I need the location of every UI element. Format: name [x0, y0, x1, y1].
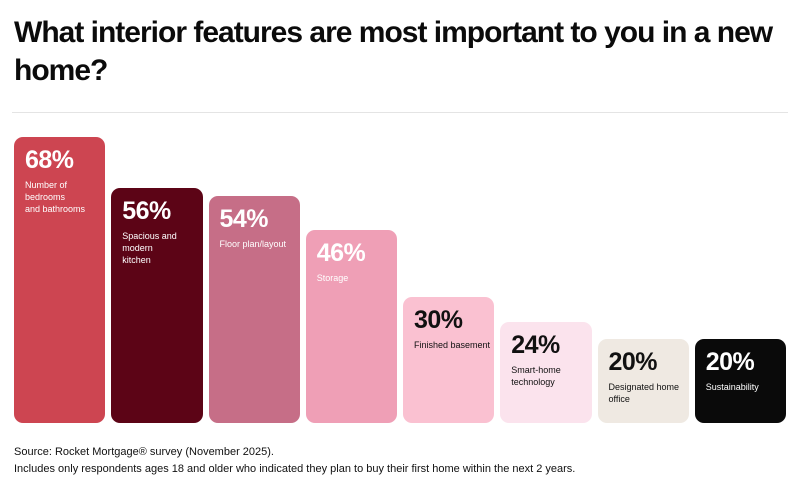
bar: 56% Spacious and modern kitchen	[111, 188, 203, 423]
bar-value: 46%	[316, 239, 366, 267]
bar-value: 30%	[414, 306, 463, 334]
bar-value: 56%	[122, 197, 171, 225]
bar-label: Spacious and modern kitchen	[122, 231, 177, 266]
source-line-1: Source: Rocket Mortgage® survey (Novembe…	[14, 446, 274, 458]
bar: 20% Sustainability	[694, 339, 786, 423]
bar-label: Smart-home technology	[511, 365, 561, 388]
bar-value: 20%	[705, 348, 755, 376]
source-note: Source: Rocket Mortgage® survey (Novembe…	[14, 444, 786, 477]
divider	[12, 112, 788, 113]
header: What interior features are most importan…	[0, 0, 800, 90]
bar-label: Floor plan/layout	[219, 239, 287, 249]
bar: 68% Number of bedrooms and bathrooms	[14, 137, 106, 423]
bar-value: 20%	[608, 348, 658, 376]
bar-label: Sustainability	[705, 382, 759, 392]
bar-value: 24%	[511, 331, 560, 359]
bar-value: 68%	[25, 146, 74, 174]
source-line-2: Includes only respondents ages 18 and ol…	[14, 462, 576, 475]
bar: 24% Smart-home technology	[500, 322, 592, 423]
bar: 20% Designated home office	[597, 339, 689, 423]
page-title: What interior features are most importan…	[14, 16, 773, 87]
bar: 30% Finished basement	[403, 297, 495, 423]
bar-label: Designated home office	[608, 382, 680, 405]
bar-value: 54%	[219, 205, 269, 233]
bar: 46% Storage	[305, 230, 397, 423]
bar-label: Finished basement	[414, 340, 491, 350]
bar-chart: 68% Number of bedrooms and bathrooms 56% Sp…	[0, 113, 800, 423]
bar: 54% Floor plan/layout	[208, 196, 300, 423]
bar-label: Number of bedrooms and bathrooms	[25, 180, 86, 215]
bar-label: Storage	[316, 273, 349, 283]
